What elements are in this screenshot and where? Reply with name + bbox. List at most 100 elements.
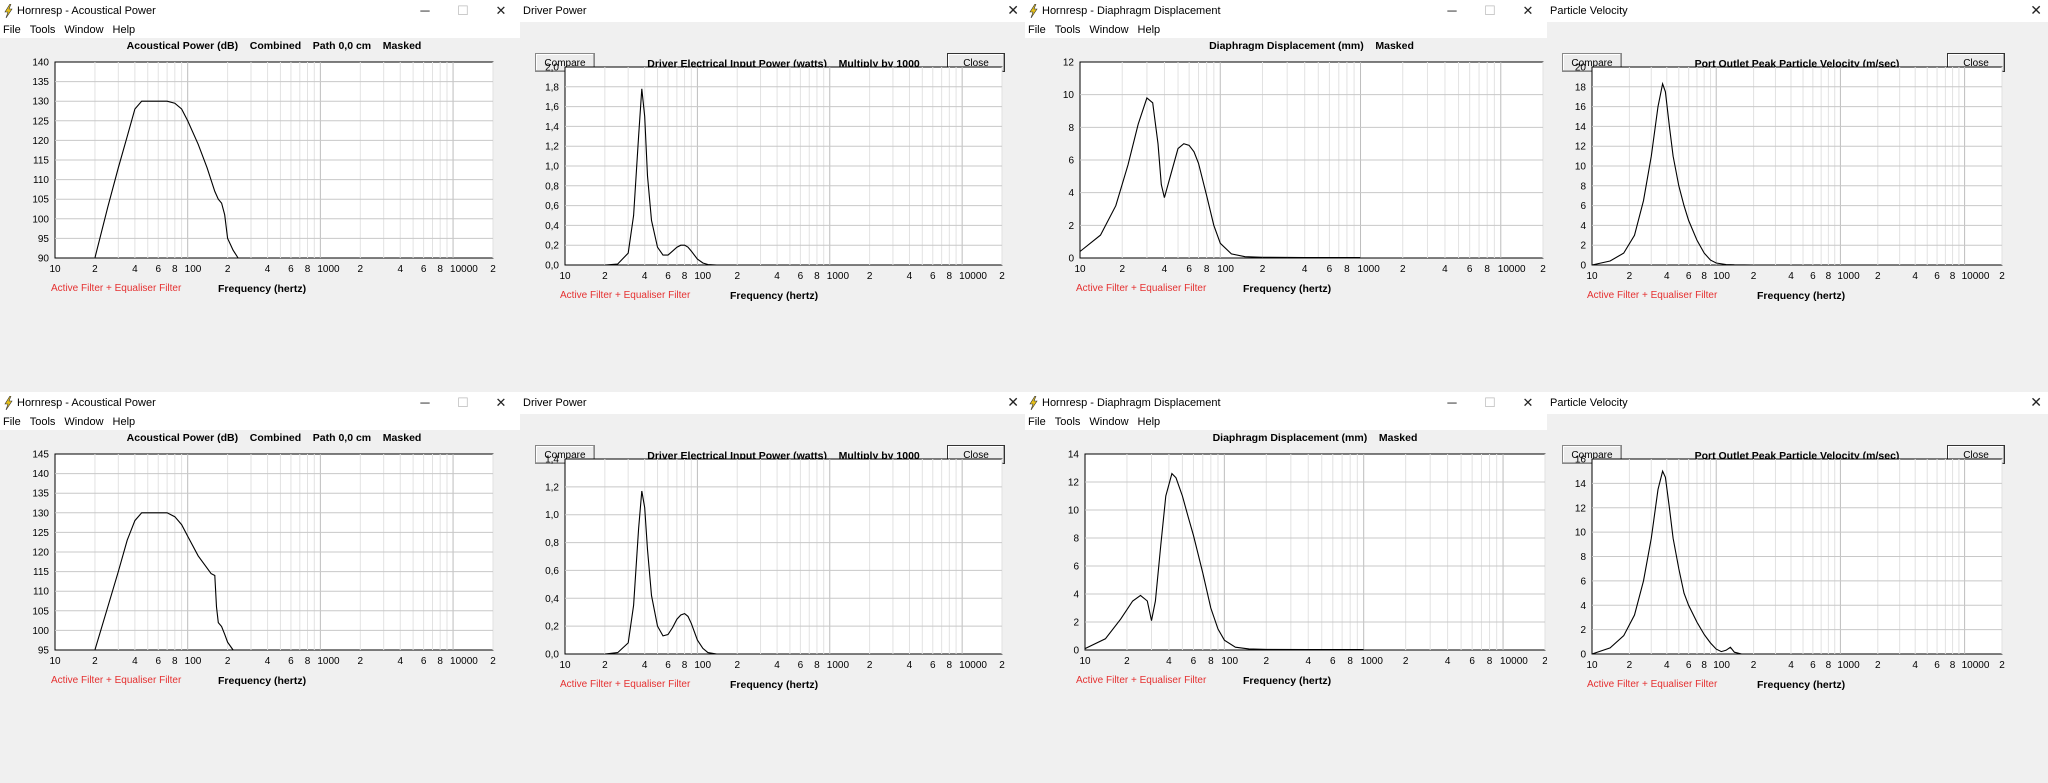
x-tick-label: 10000 (1500, 656, 1528, 667)
y-tick-label: 2 (1068, 221, 1074, 232)
title-bar[interactable]: Hornresp - Diaphragm Displacement ─ ☐ ✕ (1025, 392, 1547, 414)
x-tick-label: 2 (602, 660, 608, 671)
frequency-label: Frequency (hertz) (730, 679, 819, 691)
maximize-icon[interactable]: ☐ (457, 395, 469, 410)
x-tick-label: 1000 (827, 660, 850, 671)
y-tick-label: 100 (32, 626, 49, 637)
menu-tools[interactable]: Tools (1054, 24, 1081, 36)
x-tick-label: 6 (288, 264, 294, 275)
minimize-icon[interactable]: ─ (420, 3, 430, 18)
y-tick-label: 18 (1575, 82, 1587, 93)
menu-window[interactable]: Window (64, 416, 104, 428)
y-tick-label: 100 (32, 214, 49, 225)
y-tick-label: 0,0 (545, 261, 559, 272)
x-tick-label: 2 (1119, 264, 1125, 275)
x-tick-label: 6 (1934, 660, 1940, 671)
title-bar[interactable]: Hornresp - Acoustical Power ─ ☐ ✕ (0, 392, 520, 414)
menu-file[interactable]: File (3, 416, 21, 428)
x-tick-label: 2 (490, 264, 496, 275)
menu-window[interactable]: Window (1089, 24, 1129, 36)
y-tick-label: 0,6 (545, 201, 559, 212)
menu-help[interactable]: Help (112, 416, 136, 428)
close-icon[interactable]: ✕ (495, 3, 507, 18)
x-tick-label: 2 (1400, 264, 1406, 275)
x-tick-label: 1000 (1361, 656, 1384, 667)
close-icon[interactable]: ✕ (2030, 394, 2042, 410)
x-tick-label: 1000 (1837, 271, 1860, 282)
menu-window[interactable]: Window (1089, 416, 1129, 428)
title-bar[interactable]: Particle Velocity ✕ (1547, 392, 2048, 414)
x-tick-label: 8 (947, 660, 953, 671)
x-tick-label: 100 (185, 264, 202, 275)
close-icon[interactable]: ✕ (1522, 395, 1534, 410)
x-tick-label: 6 (421, 264, 427, 275)
x-tick-label: 2 (734, 271, 740, 282)
menu-tools[interactable]: Tools (1054, 416, 1081, 428)
y-tick-label: 14 (1575, 479, 1587, 490)
x-tick-label: 10000 (1498, 264, 1526, 275)
close-icon[interactable]: ✕ (1522, 3, 1534, 18)
y-tick-label: 1,0 (545, 510, 559, 521)
y-tick-label: 6 (1073, 562, 1079, 573)
x-tick-label: 1000 (317, 264, 340, 275)
close-icon[interactable]: ✕ (1007, 2, 1019, 18)
title-bar[interactable]: Driver Power ✕ (520, 0, 1025, 22)
y-tick-label: 8 (1068, 123, 1074, 134)
menu-file[interactable]: File (3, 24, 21, 36)
minimize-icon[interactable]: ─ (1447, 395, 1457, 410)
close-icon[interactable]: ✕ (1007, 394, 1019, 410)
minimize-icon[interactable]: ─ (1447, 3, 1457, 18)
x-tick-label: 2 (1999, 660, 2005, 671)
menu-file[interactable]: File (1028, 416, 1046, 428)
window-title: Driver Power (523, 5, 587, 17)
menu-help[interactable]: Help (112, 24, 136, 36)
series-line (94, 512, 234, 651)
x-tick-label: 4 (1664, 660, 1670, 671)
maximize-icon[interactable]: ☐ (457, 3, 469, 18)
x-tick-label: 4 (1162, 264, 1168, 275)
x-tick-label: 8 (305, 656, 311, 667)
y-tick-label: 1,4 (545, 122, 559, 133)
series-line (1084, 472, 1364, 651)
maximize-icon[interactable]: ☐ (1484, 395, 1496, 410)
title-bar[interactable]: Hornresp - Diaphragm Displacement ─ ☐ ✕ (1025, 0, 1547, 22)
x-tick-label: 4 (774, 660, 780, 671)
menu-tools[interactable]: Tools (29, 416, 56, 428)
y-tick-label: 2 (1580, 241, 1586, 252)
menu-help[interactable]: Help (1137, 24, 1161, 36)
filter-label: Active Filter + Equaliser Filter (560, 679, 691, 690)
y-tick-label: 0,2 (545, 241, 559, 252)
y-tick-label: 120 (32, 136, 49, 147)
x-tick-label: 6 (798, 660, 804, 671)
filter-label: Active Filter + Equaliser Filter (1587, 679, 1718, 690)
x-tick-label: 8 (305, 264, 311, 275)
x-tick-label: 2 (1540, 264, 1546, 275)
window-title: Hornresp - Acoustical Power (17, 5, 156, 17)
minimize-icon[interactable]: ─ (420, 395, 430, 410)
x-tick-label: 4 (1912, 660, 1918, 671)
x-tick-label: 2 (1875, 271, 1881, 282)
filter-label: Active Filter + Equaliser Filter (1587, 290, 1718, 301)
title-bar[interactable]: Hornresp - Acoustical Power ─ ☐ ✕ (0, 0, 520, 22)
y-tick-label: 0 (1580, 261, 1586, 272)
close-icon[interactable]: ✕ (2030, 2, 2042, 18)
x-tick-label: 6 (1686, 660, 1692, 671)
y-tick-label: 8 (1580, 181, 1586, 192)
filter-label: Active Filter + Equaliser Filter (51, 675, 182, 686)
x-tick-label: 2 (1999, 271, 2005, 282)
window-title: Hornresp - Diaphragm Displacement (1042, 5, 1221, 17)
menu-window[interactable]: Window (64, 24, 104, 36)
menu-tools[interactable]: Tools (29, 24, 56, 36)
close-icon[interactable]: ✕ (495, 395, 507, 410)
title-bar[interactable]: Particle Velocity ✕ (1547, 0, 2048, 22)
menu-help[interactable]: Help (1137, 416, 1161, 428)
x-tick-label: 4 (774, 271, 780, 282)
title-bar[interactable]: Driver Power ✕ (520, 392, 1025, 414)
chart-title: Diaphragm Displacement (mm) Masked (1212, 432, 1418, 444)
maximize-icon[interactable]: ☐ (1484, 3, 1496, 18)
hornresp-logo-icon (3, 396, 13, 410)
x-tick-label: 2 (92, 656, 98, 667)
x-tick-label: 2 (1751, 660, 1757, 671)
menu-file[interactable]: File (1028, 24, 1046, 36)
